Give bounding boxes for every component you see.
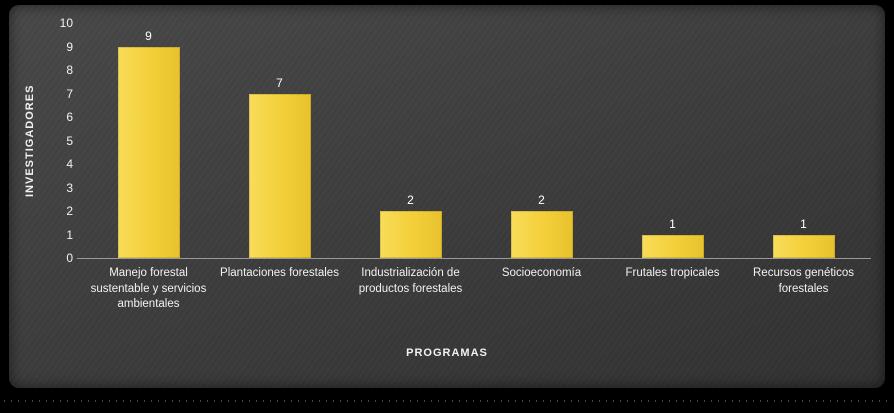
- bar-value-label: 1: [800, 216, 807, 231]
- x-axis-line: [77, 258, 871, 259]
- y-tick-label: 10: [59, 16, 73, 30]
- category-label: Manejo forestal sustentable y servicios …: [90, 267, 207, 311]
- bar-column: 1: [738, 23, 869, 258]
- x-axis-category-labels: Manejo forestal sustentable y servicios …: [83, 266, 869, 313]
- y-tick-label: 0: [66, 251, 73, 265]
- artifact-speckles: [4, 400, 890, 402]
- bar-column: 1: [607, 23, 738, 258]
- bar: [117, 46, 180, 258]
- bar: [510, 211, 573, 258]
- y-axis-ticks: 10 9 8 7 6 5 4 3 2 1 0: [47, 16, 73, 265]
- bar-value-label: 1: [669, 216, 676, 231]
- y-tick-label: 6: [66, 110, 73, 124]
- bar: [248, 93, 311, 258]
- y-tick-label: 8: [66, 63, 73, 77]
- bar-value-label: 9: [145, 28, 152, 43]
- bar-column: 2: [345, 23, 476, 258]
- category-label: Recursos genéticos forestales: [753, 267, 854, 295]
- bar: [772, 234, 835, 258]
- y-tick-label: 9: [66, 39, 73, 54]
- y-tick-label: 2: [66, 204, 73, 218]
- bar: [641, 234, 704, 258]
- bar-column: 7: [214, 23, 345, 258]
- bar-column: 2: [476, 23, 607, 258]
- bar-column: 9: [83, 23, 214, 258]
- category-label: Plantaciones forestales: [220, 267, 339, 279]
- bar-value-label: 2: [538, 193, 545, 207]
- bar-value-label: 2: [407, 193, 414, 207]
- y-tick-label: 1: [66, 227, 73, 242]
- y-tick-label: 4: [66, 157, 73, 171]
- y-tick-label: 3: [66, 180, 73, 195]
- y-tick-label: 5: [66, 133, 73, 148]
- bar-value-label: 7: [276, 75, 283, 90]
- category-label: Frutales tropicales: [625, 267, 720, 279]
- bar: [379, 211, 442, 258]
- x-axis-title: PROGRAMAS: [406, 347, 488, 359]
- bottom-border-strip: [0, 391, 894, 413]
- plot-area: 9 7 2 2 1 1: [83, 23, 869, 258]
- category-label: Industrialización de productos forestale…: [358, 267, 463, 295]
- y-axis-title: INVESTIGADORES: [24, 84, 36, 197]
- y-tick-label: 7: [66, 86, 73, 101]
- category-label: Socioeconomía: [501, 267, 582, 279]
